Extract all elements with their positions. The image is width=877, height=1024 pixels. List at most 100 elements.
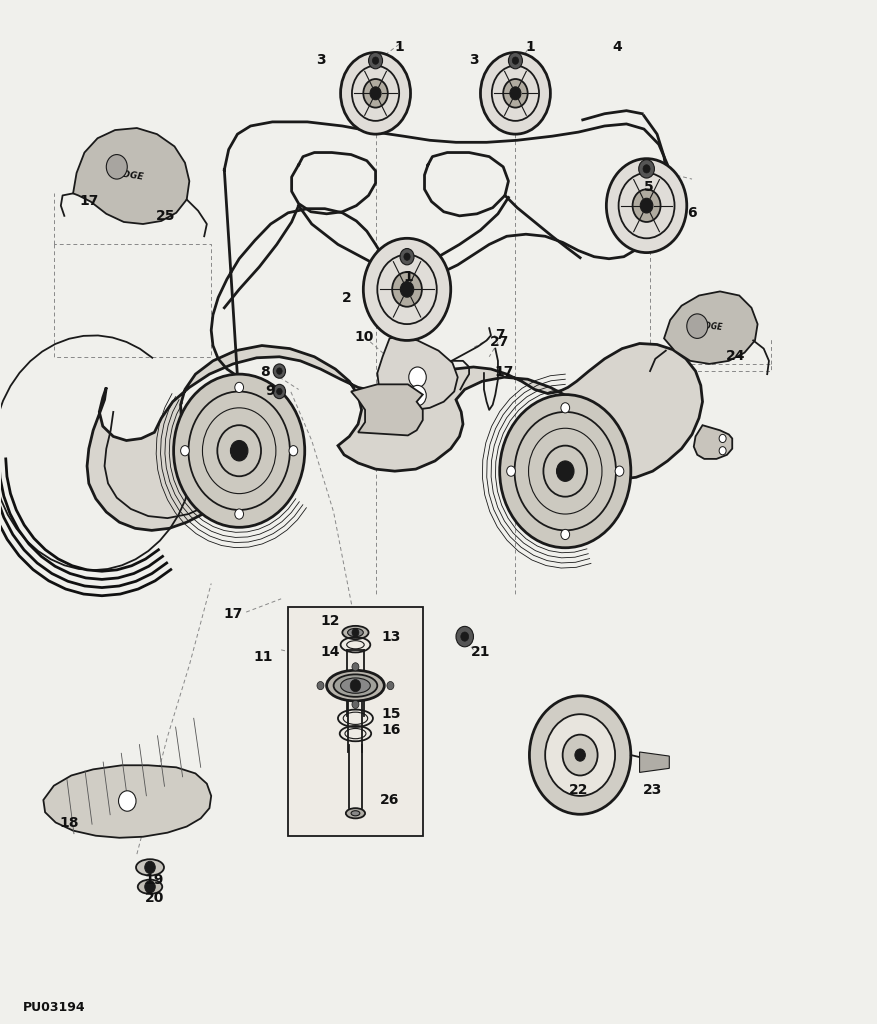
Ellipse shape — [347, 629, 363, 637]
Circle shape — [400, 282, 414, 297]
Circle shape — [632, 189, 660, 222]
Text: 7: 7 — [495, 329, 504, 342]
Text: 18: 18 — [60, 816, 79, 830]
Text: EDGE: EDGE — [699, 321, 724, 332]
Ellipse shape — [136, 859, 164, 876]
Circle shape — [503, 79, 528, 108]
Circle shape — [404, 253, 410, 260]
Polygon shape — [377, 336, 458, 410]
Circle shape — [481, 52, 551, 134]
Circle shape — [606, 159, 687, 253]
Circle shape — [368, 52, 382, 69]
Text: 9: 9 — [265, 384, 275, 398]
Text: 11: 11 — [254, 650, 274, 664]
Circle shape — [640, 199, 652, 213]
Circle shape — [352, 629, 359, 637]
Text: 26: 26 — [380, 793, 399, 807]
Text: 23: 23 — [643, 782, 662, 797]
Polygon shape — [639, 752, 669, 772]
Polygon shape — [43, 765, 211, 838]
Circle shape — [400, 249, 414, 265]
Text: 10: 10 — [354, 331, 374, 344]
Circle shape — [231, 440, 248, 461]
Text: 17: 17 — [224, 607, 243, 622]
Polygon shape — [351, 384, 423, 435]
Circle shape — [456, 627, 474, 647]
Circle shape — [373, 57, 379, 65]
Circle shape — [106, 155, 127, 179]
Circle shape — [530, 696, 631, 814]
Circle shape — [174, 374, 304, 527]
Circle shape — [145, 861, 155, 873]
Text: 1: 1 — [525, 40, 535, 54]
Circle shape — [512, 57, 518, 65]
Circle shape — [460, 632, 468, 641]
Text: 17: 17 — [79, 194, 98, 208]
Circle shape — [370, 87, 381, 99]
Text: 27: 27 — [490, 336, 510, 349]
Ellipse shape — [326, 671, 384, 700]
Text: 1: 1 — [403, 270, 413, 284]
Text: 12: 12 — [320, 614, 340, 629]
Text: 20: 20 — [145, 891, 164, 905]
Circle shape — [274, 364, 286, 378]
Polygon shape — [87, 343, 702, 530]
Ellipse shape — [351, 811, 360, 816]
Polygon shape — [73, 128, 189, 224]
Circle shape — [557, 461, 574, 481]
Ellipse shape — [342, 626, 368, 639]
Ellipse shape — [346, 808, 365, 818]
Circle shape — [687, 314, 708, 338]
Circle shape — [510, 87, 521, 99]
Ellipse shape — [340, 678, 370, 693]
Text: 2: 2 — [342, 291, 352, 304]
Text: 25: 25 — [156, 209, 175, 223]
Circle shape — [643, 165, 650, 173]
Circle shape — [235, 509, 244, 519]
Circle shape — [289, 445, 298, 456]
Circle shape — [719, 446, 726, 455]
Text: 5: 5 — [644, 180, 653, 195]
Text: EDGE: EDGE — [117, 169, 145, 181]
Text: 6: 6 — [688, 206, 697, 220]
Circle shape — [638, 160, 654, 178]
Text: 19: 19 — [145, 872, 164, 887]
Circle shape — [545, 714, 615, 796]
Circle shape — [392, 272, 422, 307]
Circle shape — [350, 680, 360, 692]
Text: 16: 16 — [381, 723, 401, 736]
Circle shape — [387, 682, 394, 690]
Text: 13: 13 — [381, 630, 401, 644]
Circle shape — [145, 881, 155, 893]
Circle shape — [561, 402, 570, 413]
Polygon shape — [694, 425, 732, 459]
Circle shape — [507, 466, 516, 476]
Circle shape — [317, 682, 324, 690]
Polygon shape — [664, 292, 758, 364]
Circle shape — [352, 700, 359, 709]
Text: 3: 3 — [316, 52, 325, 67]
Text: 15: 15 — [381, 708, 401, 721]
Circle shape — [276, 368, 282, 375]
Ellipse shape — [138, 880, 162, 894]
Text: 24: 24 — [726, 349, 745, 362]
Circle shape — [340, 52, 410, 134]
Text: 8: 8 — [260, 366, 270, 379]
Circle shape — [409, 385, 426, 406]
Circle shape — [363, 79, 388, 108]
Ellipse shape — [333, 675, 377, 697]
Circle shape — [118, 791, 136, 811]
Text: 1: 1 — [395, 40, 404, 54]
Text: 14: 14 — [320, 645, 340, 658]
Text: 3: 3 — [468, 52, 478, 67]
Circle shape — [276, 388, 282, 394]
Text: PU03194: PU03194 — [24, 1001, 86, 1015]
Circle shape — [509, 52, 523, 69]
Circle shape — [363, 239, 451, 340]
Circle shape — [615, 466, 624, 476]
Text: 17: 17 — [495, 366, 514, 379]
Circle shape — [719, 434, 726, 442]
FancyBboxPatch shape — [289, 607, 423, 836]
Circle shape — [181, 445, 189, 456]
Circle shape — [500, 394, 631, 548]
